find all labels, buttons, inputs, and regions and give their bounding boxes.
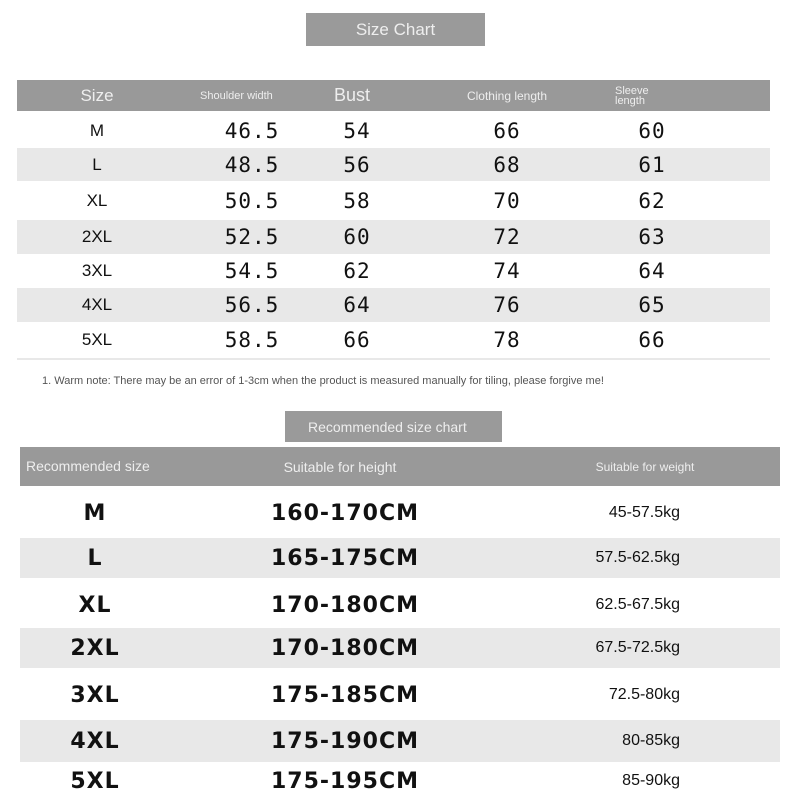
table-row: L 165-175CM 57.5-62.5kg xyxy=(20,538,780,578)
cell-sleeve: 63 xyxy=(638,225,666,249)
cell-size: 4XL xyxy=(70,728,120,754)
cell-size: 5XL xyxy=(81,330,113,349)
cell-size: 5XL xyxy=(70,768,120,794)
cell-weight: 62.5-67.5kg xyxy=(595,596,680,613)
cell-size: 3XL xyxy=(70,682,120,708)
table-row: XL 50.5 58 70 62 xyxy=(17,182,770,219)
cell-bust: 60 xyxy=(343,225,371,249)
cell-sleeve: 61 xyxy=(638,152,666,177)
size-chart-header: Size Shoulder width Bust Clothing length… xyxy=(17,80,770,111)
cell-bust: 62 xyxy=(343,259,371,283)
header-length: Clothing length xyxy=(466,88,548,103)
size-chart-title: Size Chart xyxy=(306,13,485,46)
cell-length: 70 xyxy=(493,188,521,213)
table-row: 2XL 170-180CM 67.5-72.5kg xyxy=(20,628,780,668)
cell-shoulder: 48.5 xyxy=(224,152,280,177)
cell-weight: 72.5-80kg xyxy=(608,686,680,703)
cell-height: 170-180CM xyxy=(270,635,419,661)
header-recommended-size: Recommended size xyxy=(26,458,150,474)
table-row: 3XL 175-185CM 72.5-80kg xyxy=(20,672,780,718)
table-row: 5XL 175-195CM 85-90kg xyxy=(20,762,780,800)
table-row: 3XL 54.5 62 74 64 xyxy=(17,254,770,288)
cell-height: 160-170CM xyxy=(270,500,419,526)
cell-size: 2XL xyxy=(81,227,113,246)
cell-weight: 80-85kg xyxy=(622,732,680,749)
header-height: Suitable for height xyxy=(283,458,397,475)
cell-size: 4XL xyxy=(81,295,113,314)
header-shoulder: Shoulder width xyxy=(200,89,273,102)
table-row: 5XL 58.5 66 78 66 xyxy=(17,322,770,358)
cell-length: 66 xyxy=(493,119,521,143)
cell-size: L xyxy=(87,545,103,571)
cell-height: 175-195CM xyxy=(270,768,419,794)
cell-size: M xyxy=(89,121,105,140)
cell-length: 78 xyxy=(493,328,521,352)
table-row: 4XL 56.5 64 76 65 xyxy=(17,288,770,322)
cell-bust: 66 xyxy=(343,328,371,352)
cell-size: 2XL xyxy=(70,635,120,661)
cell-shoulder: 52.5 xyxy=(224,225,280,249)
table-row: XL 170-180CM 62.5-67.5kg xyxy=(20,582,780,628)
cell-length: 68 xyxy=(493,152,521,177)
cell-length: 72 xyxy=(493,225,521,249)
table-row: 4XL 175-190CM 80-85kg xyxy=(20,720,780,762)
recommended-header: Recommended size Suitable for height Sui… xyxy=(20,447,780,486)
cell-weight: 57.5-62.5kg xyxy=(595,549,680,566)
cell-height: 175-185CM xyxy=(270,682,419,708)
recommended-chart-title: Recommended size chart xyxy=(285,411,502,442)
cell-weight: 67.5-72.5kg xyxy=(595,639,680,656)
cell-weight: 45-57.5kg xyxy=(608,504,680,521)
header-size: Size xyxy=(80,85,114,105)
cell-size: XL xyxy=(86,190,108,210)
cell-bust: 56 xyxy=(343,152,371,177)
cell-sleeve: 65 xyxy=(638,293,666,317)
cell-shoulder: 50.5 xyxy=(224,188,280,213)
table-row: 2XL 52.5 60 72 63 xyxy=(17,220,770,254)
cell-size: L xyxy=(92,154,102,174)
header-weight: Suitable for weight xyxy=(595,459,695,474)
cell-bust: 58 xyxy=(343,188,371,213)
cell-height: 175-190CM xyxy=(270,728,419,754)
divider xyxy=(17,358,770,360)
cell-length: 76 xyxy=(493,293,521,317)
header-sleeve: Sleeve length xyxy=(615,84,649,107)
cell-sleeve: 60 xyxy=(638,119,666,143)
cell-length: 74 xyxy=(493,259,521,283)
cell-bust: 64 xyxy=(343,293,371,317)
cell-size: M xyxy=(83,500,107,526)
table-row: M 46.5 54 66 60 xyxy=(17,114,770,148)
cell-sleeve: 64 xyxy=(638,259,666,283)
cell-sleeve: 66 xyxy=(638,328,666,352)
cell-shoulder: 56.5 xyxy=(224,293,280,317)
cell-shoulder: 46.5 xyxy=(224,119,280,143)
cell-height: 170-180CM xyxy=(270,592,419,618)
cell-bust: 54 xyxy=(343,119,371,143)
cell-sleeve: 62 xyxy=(638,188,666,213)
table-row: L 48.5 56 68 61 xyxy=(17,148,770,181)
cell-shoulder: 54.5 xyxy=(224,259,280,283)
cell-size: 3XL xyxy=(81,261,113,280)
cell-size: XL xyxy=(78,592,112,618)
table-row: M 160-170CM 45-57.5kg xyxy=(20,490,780,536)
cell-height: 165-175CM xyxy=(270,545,419,571)
cell-shoulder: 58.5 xyxy=(224,328,280,352)
header-bust: Bust xyxy=(333,85,371,105)
warm-note: 1. Warm note: There may be an error of 1… xyxy=(42,375,604,387)
cell-weight: 85-90kg xyxy=(622,772,680,789)
